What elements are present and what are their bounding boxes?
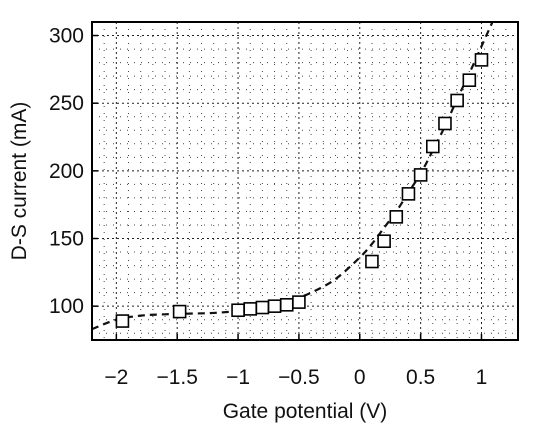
data-point [377, 234, 391, 249]
y-tick-labels: 100 150 200 250 300 [49, 25, 84, 319]
data-point [292, 295, 306, 309]
y-tick-label: 300 [49, 25, 84, 48]
x-tick-label: 1 [476, 366, 488, 389]
x-tick-label: −1 [226, 366, 250, 389]
data-point [413, 168, 428, 182]
x-tick-label: −0.5 [278, 366, 319, 389]
data-point [438, 116, 452, 131]
data-point [172, 304, 187, 319]
major-gridlines [92, 22, 518, 340]
y-axis-label: D-S current (mA) [8, 102, 31, 261]
data-point [243, 302, 258, 316]
y-tick-label: 150 [49, 228, 84, 251]
fit-curve [92, 22, 494, 331]
x-tick-label: 0 [354, 366, 366, 389]
data-point [267, 299, 282, 313]
data-point [279, 298, 294, 312]
data-point [389, 210, 404, 224]
data-point [365, 254, 379, 269]
data-point [474, 53, 489, 67]
x-tick-label: −1.5 [156, 366, 197, 389]
x-tick-labels: −2 −1.5 −1 −0.5 0 0.5 1 [104, 366, 487, 389]
axis-ticks [92, 34, 483, 340]
y-tick-label: 200 [49, 160, 84, 183]
plot-frame [91, 21, 519, 341]
data-point [255, 300, 270, 315]
data-point [231, 303, 245, 318]
x-axis-label: Gate potential (V) [223, 400, 388, 423]
data-point [450, 93, 464, 108]
x-tick-label: 0.5 [406, 366, 435, 389]
data-markers [115, 53, 489, 328]
data-point [115, 314, 130, 328]
data-point [462, 73, 477, 87]
data-point [425, 139, 440, 154]
y-tick-label: 100 [49, 295, 84, 318]
fit-curve-layer [92, 22, 494, 331]
y-tick-label: 250 [49, 92, 84, 115]
x-tick-label: −2 [104, 366, 128, 389]
minor-gridlines [91, 21, 519, 340]
data-point [401, 187, 416, 201]
